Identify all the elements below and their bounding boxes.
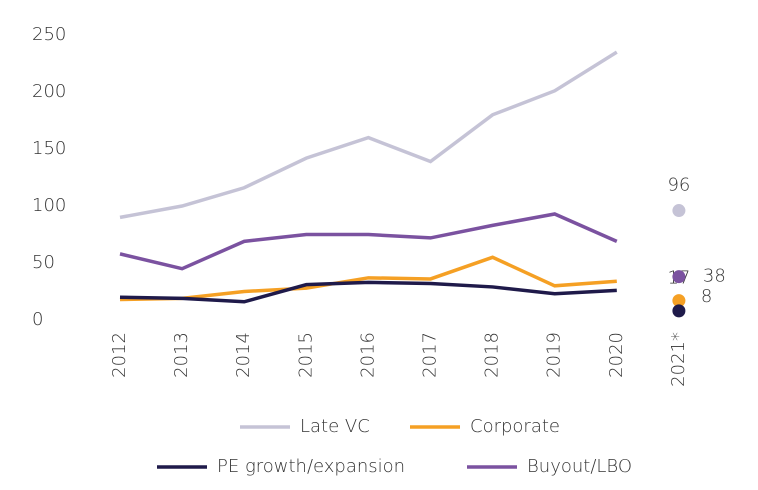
legend-label: Corporate	[470, 416, 560, 437]
x-tick-label: 2019	[544, 332, 565, 378]
legend-label: PE growth/expansion	[217, 456, 405, 477]
y-tick-label: 250	[32, 24, 66, 45]
x-tick-label: 2013	[171, 332, 192, 378]
y-tick-label: 100	[32, 195, 66, 216]
x-tick-label: 2018	[482, 332, 503, 378]
legend-label: Late VC	[300, 416, 370, 437]
legend-label: Buyout/LBO	[527, 456, 632, 477]
y-tick-label: 200	[32, 81, 66, 102]
line	[119, 280, 617, 304]
point	[672, 270, 686, 284]
point	[672, 304, 686, 318]
x-tick-label: 2020	[606, 332, 627, 378]
value-label: 8	[701, 286, 712, 307]
x-tick-label: 2021*	[668, 332, 689, 387]
point	[672, 294, 686, 308]
line	[119, 50, 618, 220]
line	[119, 212, 618, 271]
y-tick-label: 150	[32, 138, 66, 159]
y-tick-label: 50	[32, 252, 55, 273]
x-tick-label: 2012	[109, 332, 130, 378]
x-tick-label: 2016	[357, 332, 378, 378]
x-tick-label: 2017	[420, 332, 441, 378]
y-tick-label: 0	[32, 309, 43, 330]
value-label: 38	[703, 266, 726, 287]
line	[119, 255, 617, 302]
point	[672, 204, 686, 218]
value-label: 96	[667, 175, 690, 196]
x-tick-label: 2014	[233, 332, 254, 378]
x-tick-label: 2015	[295, 332, 316, 378]
